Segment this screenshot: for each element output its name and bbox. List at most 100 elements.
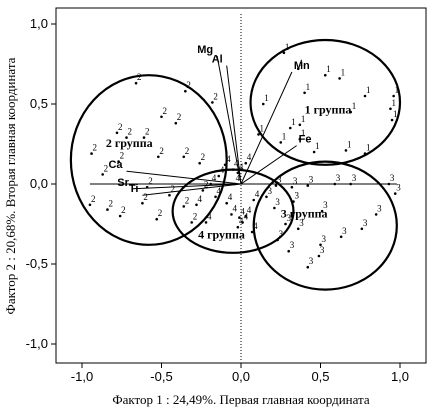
data-point-label: 2: [159, 146, 164, 156]
data-point-label: 1: [391, 98, 396, 108]
data-point-label: 1: [301, 128, 306, 138]
data-point: [303, 91, 306, 95]
vector-al: [226, 65, 242, 185]
data-point: [306, 265, 310, 269]
data-point: [349, 182, 353, 186]
y-tick-label: 0,5: [30, 96, 48, 111]
data-point-label: 4: [217, 186, 222, 196]
data-point: [174, 121, 178, 125]
data-point: [390, 118, 394, 122]
data-point: [157, 155, 160, 159]
data-point-label: 3: [277, 175, 282, 185]
data-point: [298, 137, 302, 141]
data-point-label: 2: [137, 72, 142, 82]
data-point: [338, 77, 341, 80]
x-tick-label: 0,5: [311, 369, 329, 384]
data-point: [392, 94, 395, 98]
data-point: [117, 160, 120, 163]
data-point: [238, 216, 241, 219]
data-point: [190, 221, 194, 224]
data-point-label: 3: [309, 256, 314, 266]
data-point: [201, 189, 205, 192]
data-point-label: 2: [185, 195, 190, 205]
vector-label-mg: Mg: [197, 44, 213, 56]
x-tick-label: -0,5: [150, 369, 172, 384]
data-point-label: 2: [170, 184, 175, 194]
data-point-label: 4: [247, 205, 252, 215]
data-point: [211, 101, 214, 104]
data-point: [125, 136, 128, 139]
data-point: [393, 192, 397, 195]
data-point-label: 3: [363, 218, 368, 228]
data-point-label: 4: [239, 162, 244, 172]
data-point-label: 1: [347, 139, 352, 149]
data-point: [288, 126, 292, 130]
data-point-label: 3: [377, 203, 382, 213]
data-point-label: 2: [128, 127, 132, 137]
data-point: [312, 150, 316, 154]
data-point-label: 4: [255, 189, 260, 199]
data-point: [204, 221, 208, 224]
data-point-label: 3: [342, 226, 347, 236]
data-point-label: 2: [163, 106, 168, 116]
data-point-label: 2: [177, 112, 182, 122]
vector-mn: [240, 71, 293, 185]
data-point-label: 1: [366, 143, 371, 153]
data-point-label: 1: [285, 42, 290, 52]
data-point: [142, 136, 146, 139]
data-point-label: 4: [239, 216, 244, 226]
data-point-label: 4: [226, 154, 231, 164]
data-point-label: 1: [315, 141, 320, 151]
data-point-label: 2: [93, 143, 98, 153]
data-point: [168, 193, 171, 197]
vector-label-ti: Ti: [129, 183, 139, 195]
data-point: [217, 174, 221, 178]
data-point: [225, 201, 228, 205]
vector-sr: [132, 183, 242, 190]
data-point: [339, 235, 343, 239]
data-point-label: 1: [326, 64, 331, 74]
data-point: [387, 182, 391, 186]
y-tick-label: -0,5: [26, 256, 48, 271]
data-point: [265, 195, 268, 199]
group-ellipse-2: [69, 74, 228, 246]
data-point-label: 3: [293, 176, 298, 186]
data-point-label: 3: [290, 240, 295, 250]
data-point-label: 2: [213, 91, 218, 101]
vector-ca: [126, 170, 242, 185]
data-point: [296, 67, 300, 71]
data-point-label: 1: [306, 82, 311, 92]
data-point: [198, 161, 201, 165]
data-point-label: 1: [299, 58, 304, 68]
data-point: [195, 203, 198, 207]
data-point: [360, 227, 364, 231]
data-point: [106, 208, 109, 211]
data-point-label: 2: [158, 208, 163, 218]
vector-fe: [240, 145, 297, 185]
x-tick-label: -1,0: [71, 369, 93, 384]
data-point: [230, 213, 233, 216]
data-point: [389, 107, 392, 111]
x-axis-title: Фактор 1 : 24,49%. Первая главная коорди…: [112, 392, 370, 407]
vector-label-fe: Fe: [299, 134, 312, 146]
data-point: [279, 141, 283, 144]
data-point-label: 3: [390, 173, 395, 183]
data-point-label: 2: [121, 205, 126, 215]
data-point-label: 3: [299, 218, 304, 228]
data-point-label: 1: [264, 93, 269, 103]
data-point: [344, 149, 348, 152]
data-point: [155, 217, 159, 221]
data-point-label: 2: [148, 176, 153, 186]
data-point-label: 1: [393, 109, 398, 119]
data-point: [141, 201, 144, 205]
data-point-label: 1: [366, 85, 371, 95]
data-point-label: 1: [395, 85, 400, 95]
data-point-label: 4: [232, 203, 237, 213]
group-label-4: 4 группа: [198, 227, 245, 241]
data-point-label: 2: [118, 122, 123, 132]
x-tick-label: 0,0: [232, 369, 250, 384]
x-tick-label: 1,0: [391, 369, 409, 384]
data-point-label: 1: [352, 101, 357, 111]
data-point-label: 3: [287, 213, 292, 223]
data-point: [231, 168, 235, 171]
